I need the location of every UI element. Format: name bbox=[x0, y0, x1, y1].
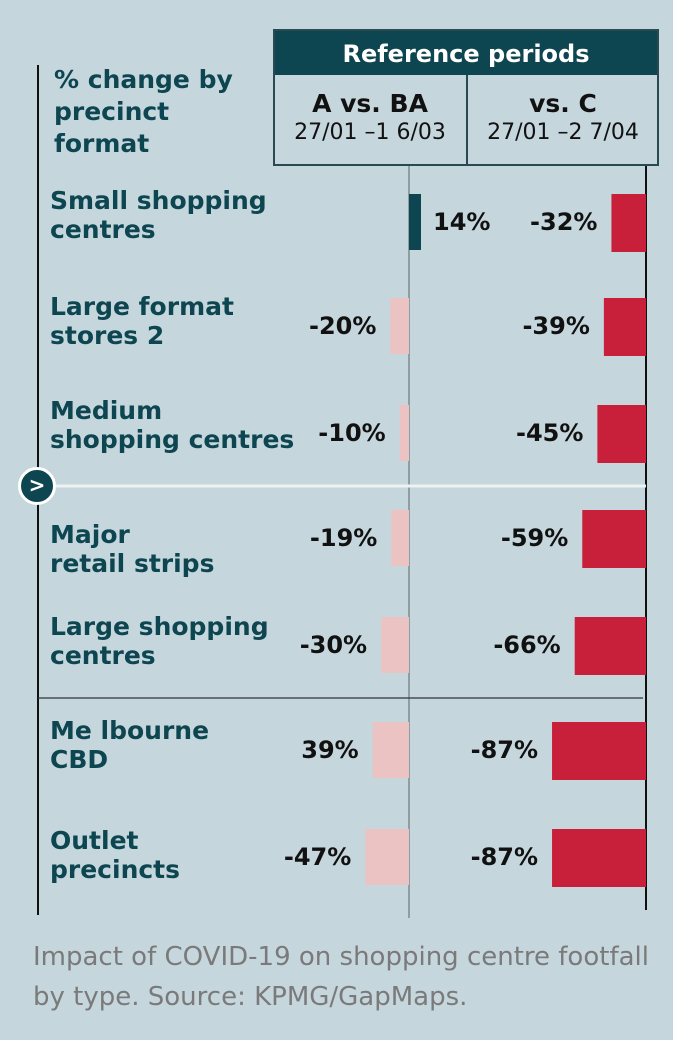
bar-c bbox=[552, 722, 646, 780]
bar-c bbox=[603, 298, 646, 356]
data-label-c: -87% bbox=[471, 843, 538, 871]
category-label: Me lbourne CBD bbox=[50, 716, 310, 774]
header-col-c: vs. C 27/01 –2 7/04 bbox=[468, 75, 658, 166]
category-label-line: centres bbox=[50, 641, 156, 670]
category-label-line: Large shopping bbox=[50, 612, 269, 641]
data-label-a: -10% bbox=[318, 419, 385, 447]
category-label-line: retail strips bbox=[50, 549, 215, 578]
bar-c bbox=[611, 194, 646, 252]
reference-periods-title: Reference periods bbox=[275, 31, 657, 75]
header-col-a-dates: 27/01 –1 6/03 bbox=[294, 120, 446, 145]
category-label: Large shopping centres bbox=[50, 612, 310, 670]
data-label-c: -45% bbox=[516, 419, 583, 447]
bar-a bbox=[409, 194, 421, 250]
category-label-line: shopping centres bbox=[50, 425, 295, 454]
category-label-line: Small shopping bbox=[50, 186, 267, 215]
data-label-c: -39% bbox=[522, 312, 589, 340]
data-label-a: -20% bbox=[309, 312, 376, 340]
bar-a bbox=[391, 510, 409, 566]
category-label-line: centres bbox=[50, 215, 156, 244]
bar-a bbox=[381, 617, 409, 673]
header-col-a-title: A vs. BA bbox=[312, 89, 428, 118]
header-col-a: A vs. BA 27/01 –1 6/03 bbox=[275, 75, 465, 166]
data-label-c: -87% bbox=[471, 736, 538, 764]
category-label: Outlet precincts bbox=[50, 826, 310, 884]
bar-a bbox=[399, 405, 409, 461]
y-axis-title: % change by precinct format bbox=[54, 65, 233, 158]
bar-c bbox=[552, 829, 646, 887]
data-label-a: 14% bbox=[433, 208, 490, 236]
category-label-line: Medium bbox=[50, 396, 163, 425]
category-label: Small shopping centres bbox=[50, 186, 310, 244]
category-label-line: Large format bbox=[50, 292, 234, 321]
header-col-c-dates: 27/01 –2 7/04 bbox=[487, 120, 639, 145]
header-col-c-title: vs. C bbox=[529, 89, 597, 118]
bar-a bbox=[365, 829, 409, 885]
data-label-a: 39% bbox=[301, 736, 358, 764]
category-label: Major retail strips bbox=[50, 520, 310, 578]
category-label-line: Major bbox=[50, 520, 130, 549]
bar-c bbox=[597, 405, 646, 463]
reference-periods-header: Reference periods A vs. BA 27/01 –1 6/03… bbox=[273, 29, 659, 166]
bar-c bbox=[582, 510, 646, 568]
bar-a bbox=[372, 722, 409, 778]
category-label: Large format stores 2 bbox=[50, 292, 310, 350]
data-label-a: -19% bbox=[310, 524, 377, 552]
data-label-c: -32% bbox=[530, 208, 597, 236]
header-divider bbox=[466, 75, 468, 166]
category-label-line: precincts bbox=[50, 855, 181, 884]
data-label-a: -30% bbox=[300, 631, 367, 659]
data-label-c: -59% bbox=[501, 524, 568, 552]
category-label-line: Me lbourne bbox=[50, 716, 210, 745]
category-label-line: stores 2 bbox=[50, 321, 165, 350]
category-label-line: CBD bbox=[50, 745, 109, 774]
caption: Impact of COVID-19 on shopping centre fo… bbox=[33, 942, 649, 1012]
data-label-a: -47% bbox=[284, 843, 351, 871]
bar-a bbox=[390, 298, 409, 354]
data-label-c: -66% bbox=[493, 631, 560, 659]
chevron-right-icon: > bbox=[18, 467, 56, 505]
category-label-line: Outlet bbox=[50, 826, 139, 855]
bar-c bbox=[574, 617, 646, 675]
category-label: Medium shopping centres bbox=[50, 396, 310, 454]
